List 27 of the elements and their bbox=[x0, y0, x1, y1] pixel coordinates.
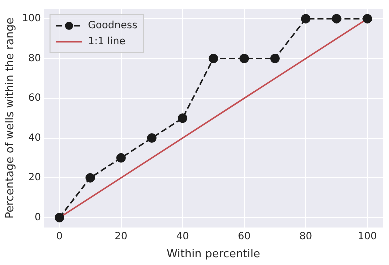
x-tick-label: 80 bbox=[300, 231, 312, 242]
point bbox=[208, 54, 218, 64]
point bbox=[301, 14, 311, 24]
x-tick-label: 60 bbox=[238, 231, 251, 242]
point bbox=[240, 54, 250, 64]
legend-label: 1:1 line bbox=[88, 36, 126, 48]
y-tick-label: 0 bbox=[34, 212, 42, 224]
point bbox=[332, 14, 342, 24]
y-axis-title: Percentage of wells within the range bbox=[3, 18, 16, 219]
y-tick-label: 20 bbox=[28, 172, 42, 184]
legend-label: Goodness bbox=[88, 20, 138, 32]
x-tick-label: 0 bbox=[56, 231, 63, 242]
y-tick-label: 40 bbox=[28, 132, 42, 144]
y-tick-label: 80 bbox=[28, 53, 42, 64]
point bbox=[362, 14, 372, 24]
point bbox=[54, 213, 64, 223]
x-tick-label: 100 bbox=[358, 231, 378, 242]
y-tick-label: 60 bbox=[28, 93, 42, 104]
point bbox=[270, 54, 280, 64]
point bbox=[116, 153, 126, 163]
point bbox=[178, 114, 188, 124]
point bbox=[86, 173, 96, 183]
x-tick-label: 20 bbox=[114, 231, 128, 242]
point bbox=[147, 134, 157, 144]
y-tick-label: 100 bbox=[22, 14, 42, 25]
x-axis-title: Within percentile bbox=[166, 247, 261, 260]
x-tick-label: 40 bbox=[176, 231, 190, 242]
